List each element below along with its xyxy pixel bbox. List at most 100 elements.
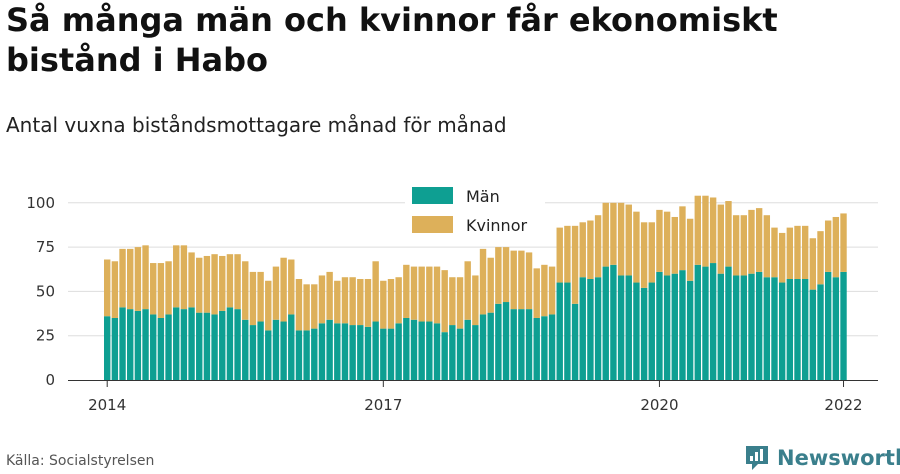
bar-men-11 bbox=[188, 307, 195, 380]
bar-women-34 bbox=[364, 278, 372, 327]
bar-women-91 bbox=[801, 225, 809, 279]
bar-men-34 bbox=[364, 326, 372, 380]
bar-women-68 bbox=[625, 204, 632, 276]
bar-men-68 bbox=[625, 275, 632, 380]
y-tick-label-0: 0 bbox=[45, 371, 55, 389]
bar-women-61 bbox=[571, 225, 579, 304]
bar-women-86 bbox=[763, 215, 771, 278]
bar-men-8 bbox=[165, 314, 172, 380]
bar-men-23 bbox=[280, 321, 287, 380]
bar-women-15 bbox=[219, 255, 226, 311]
bar-women-31 bbox=[341, 277, 349, 324]
bar-men-16 bbox=[226, 307, 234, 380]
bar-women-45 bbox=[449, 277, 456, 326]
bar-women-7 bbox=[157, 263, 165, 318]
bar-women-24 bbox=[288, 259, 295, 315]
bar-women-41 bbox=[418, 266, 425, 322]
bar-women-55 bbox=[525, 252, 533, 310]
bar-men-43 bbox=[433, 323, 441, 380]
legend-label-1: Kvinnor bbox=[466, 216, 527, 235]
bar-men-10 bbox=[180, 309, 188, 380]
bar-men-41 bbox=[418, 321, 425, 380]
bar-men-7 bbox=[157, 317, 165, 380]
y-tick-label-100: 100 bbox=[26, 194, 55, 212]
bar-women-8 bbox=[165, 261, 172, 315]
y-tick-label-25: 25 bbox=[36, 327, 55, 345]
bar-men-32 bbox=[349, 325, 356, 380]
bar-men-60 bbox=[564, 282, 571, 380]
bar-men-51 bbox=[495, 303, 502, 380]
bar-women-13 bbox=[203, 255, 211, 313]
bar-men-93 bbox=[817, 284, 824, 380]
bar-women-71 bbox=[648, 222, 655, 283]
bar-men-72 bbox=[656, 271, 663, 380]
bar-men-38 bbox=[395, 323, 402, 380]
bar-women-78 bbox=[702, 195, 709, 267]
bar-men-17 bbox=[234, 309, 241, 380]
bar-men-56 bbox=[533, 317, 540, 380]
bar-women-22 bbox=[272, 266, 280, 320]
bar-men-88 bbox=[778, 282, 786, 380]
bar-men-55 bbox=[525, 309, 533, 380]
brand-logo[interactable]: Newsworthy bbox=[744, 443, 900, 473]
x-tick-label-2022: 2022 bbox=[824, 396, 862, 414]
newsworthy-logo-icon bbox=[746, 446, 768, 470]
bar-women-74 bbox=[671, 216, 678, 274]
bar-men-47 bbox=[464, 319, 471, 380]
bar-women-40 bbox=[410, 266, 418, 320]
bar-men-24 bbox=[288, 314, 295, 380]
bar-women-35 bbox=[372, 261, 379, 322]
bar-women-56 bbox=[533, 268, 540, 318]
bar-men-35 bbox=[372, 321, 379, 380]
bar-women-66 bbox=[610, 202, 617, 265]
bar-men-91 bbox=[801, 278, 809, 380]
axes: 0 25 50 75 100 2014 2017 2020 2022 bbox=[26, 194, 878, 414]
bar-men-46 bbox=[456, 328, 464, 380]
bar-women-46 bbox=[456, 277, 464, 329]
bar-women-96 bbox=[840, 213, 847, 272]
bar-women-84 bbox=[748, 209, 755, 274]
bar-women-54 bbox=[518, 250, 525, 310]
bar-men-76 bbox=[686, 280, 694, 380]
bar-men-39 bbox=[403, 317, 410, 380]
bar-men-42 bbox=[426, 321, 433, 380]
bar-men-86 bbox=[763, 277, 771, 380]
bar-men-3 bbox=[127, 309, 134, 380]
bar-men-85 bbox=[755, 271, 763, 380]
bar-women-23 bbox=[280, 257, 287, 322]
bar-men-89 bbox=[786, 278, 794, 380]
bar-women-12 bbox=[196, 257, 203, 313]
bar-men-64 bbox=[594, 277, 602, 380]
bar-women-3 bbox=[127, 248, 134, 310]
bar-women-2 bbox=[119, 248, 126, 308]
bar-men-44 bbox=[441, 332, 448, 380]
bar-women-81 bbox=[725, 201, 732, 267]
bar-women-64 bbox=[594, 215, 602, 278]
bar-men-49 bbox=[479, 314, 487, 380]
bar-men-84 bbox=[748, 273, 755, 380]
legend-swatch-0 bbox=[412, 187, 453, 204]
bar-men-9 bbox=[173, 307, 180, 380]
bar-women-82 bbox=[732, 215, 740, 276]
bar-women-75 bbox=[679, 206, 686, 271]
bar-men-52 bbox=[502, 302, 510, 380]
bar-women-21 bbox=[265, 280, 272, 331]
bar-women-51 bbox=[495, 247, 502, 304]
bar-men-69 bbox=[633, 282, 640, 380]
bar-men-33 bbox=[357, 325, 364, 380]
bar-women-88 bbox=[778, 232, 786, 283]
bar-women-72 bbox=[656, 209, 663, 272]
bar-women-90 bbox=[794, 225, 801, 279]
bar-women-39 bbox=[403, 264, 410, 318]
bar-men-26 bbox=[303, 330, 310, 380]
bar-women-28 bbox=[318, 275, 326, 324]
bar-women-1 bbox=[111, 261, 119, 318]
bar-men-14 bbox=[211, 314, 218, 380]
bar-women-77 bbox=[694, 195, 701, 265]
bar-women-73 bbox=[663, 211, 671, 276]
bar-women-65 bbox=[602, 202, 609, 267]
bar-men-48 bbox=[472, 325, 479, 380]
bar-men-18 bbox=[242, 319, 249, 380]
bar-women-57 bbox=[541, 264, 548, 317]
bar-men-45 bbox=[449, 325, 456, 380]
